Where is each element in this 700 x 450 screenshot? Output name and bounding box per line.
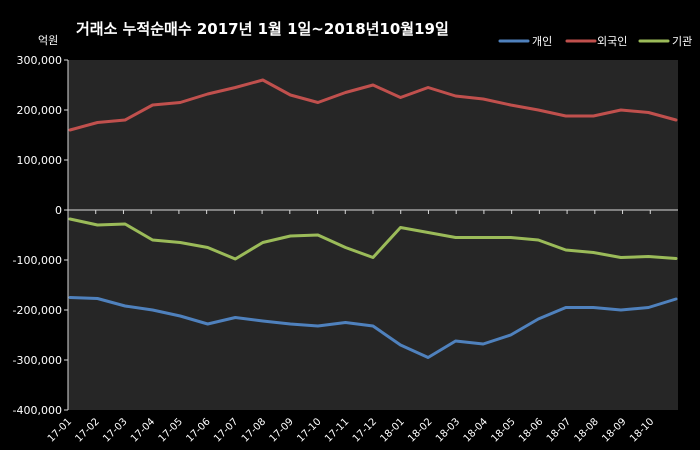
legend-label: 개인 (532, 35, 552, 48)
legend-label: 기관 (672, 35, 692, 48)
y-tick-label: 300,000 (17, 54, 63, 67)
y-tick-label: 0 (55, 204, 62, 217)
legend-label: 외국인 (597, 35, 627, 48)
y-tick-label: 200,000 (17, 104, 63, 117)
plot-area (68, 60, 678, 410)
series-line-3 (68, 217, 678, 261)
chart-title: 거래소 누적순매수 2017년 1월 1일~2018년10월19일 (76, 20, 449, 38)
series-line-2 (68, 78, 678, 132)
y-tick-label: 100,000 (17, 154, 63, 167)
y-axis: 300,000 200,000 100,000 0 -100,000 -200,000 -3… (13, 54, 69, 417)
series-line-1 (68, 296, 678, 359)
y-tick-label: -300,000 (13, 354, 62, 367)
y-tick-label: -100,000 (13, 254, 62, 267)
unit-label: 억원 (38, 34, 58, 47)
y-tick-label: -400,000 (13, 404, 62, 417)
y-tick-label: -200,000 (13, 304, 62, 317)
series-layer (68, 78, 678, 359)
legend: 개인 외국인 기관 (498, 35, 692, 48)
